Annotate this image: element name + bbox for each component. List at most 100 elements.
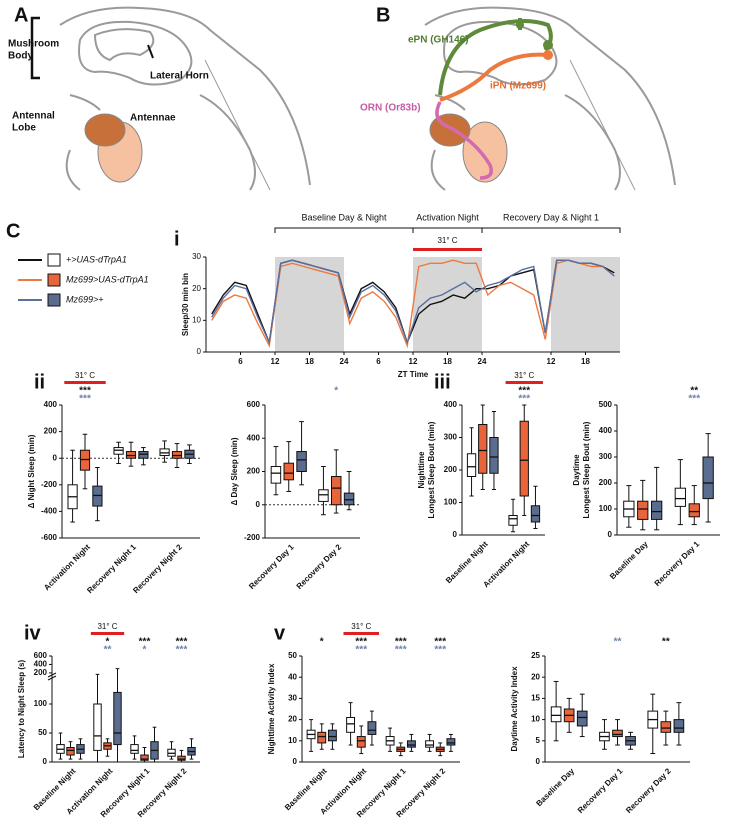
y-tick-label: 300 <box>444 433 458 442</box>
box <box>425 740 435 748</box>
orn-path <box>435 101 493 180</box>
significance-mark: *** <box>79 394 91 405</box>
y-tick-label: 0 <box>43 757 48 766</box>
y-tick-label: 400 <box>247 433 261 442</box>
diagram-label: Body <box>8 51 33 62</box>
box <box>406 740 416 748</box>
box <box>296 451 307 472</box>
significance-mark: *** <box>395 637 407 648</box>
x-tick-label: 12 <box>271 357 280 366</box>
x-tick-label: 24 <box>478 357 487 366</box>
significance-mark: *** <box>176 637 188 648</box>
panel-label: A <box>14 4 28 26</box>
temperature-label: 31° C <box>351 622 371 631</box>
y-tick-label: 50 <box>38 728 47 737</box>
night-shade <box>413 257 482 352</box>
temperature-bar <box>64 381 106 384</box>
y-axis-title: Latency to Night Sleep (s) <box>17 660 26 759</box>
box <box>93 703 102 751</box>
legend-swatch <box>47 293 61 307</box>
significance-mark: ** <box>614 637 622 648</box>
box <box>356 736 366 748</box>
box <box>612 729 623 738</box>
guide-line <box>569 59 636 191</box>
x-tick-label: Recovery Night 1 <box>85 542 138 595</box>
diagram-a <box>59 6 311 191</box>
x-tick-label: Recovery Day 1 <box>576 766 625 815</box>
y-tick-label: 10 <box>192 315 201 324</box>
x-tick-label: Activation Night <box>481 539 531 589</box>
y-axis-title: Sleep/30 min bin <box>181 273 190 336</box>
temperature-label: 31° C <box>514 371 534 380</box>
y-tick-label: 600 <box>34 651 48 660</box>
box <box>508 515 518 526</box>
x-axis-title: ZT Time <box>398 370 429 379</box>
significance-mark: * <box>334 386 338 397</box>
y-tick-label: 400 <box>599 426 613 435</box>
y-tick-label: 10 <box>531 715 540 724</box>
y-tick-label: 0 <box>256 500 261 509</box>
x-tick-label: 18 <box>443 357 452 366</box>
box <box>270 466 282 484</box>
box <box>318 489 329 502</box>
legend-label: +>UAS-dTrpA1 <box>66 254 127 264</box>
period-bracket <box>481 227 621 233</box>
y-axis-title: Daytime <box>572 454 581 486</box>
box <box>138 451 149 459</box>
y-tick-label: 100 <box>34 699 48 708</box>
box <box>130 744 139 754</box>
y-tick-label: 400 <box>44 400 58 409</box>
y-tick-label: -600 <box>41 533 58 542</box>
y-axis-title: Longest Sleep Bout (min) <box>582 421 591 518</box>
pointer <box>147 44 154 59</box>
box <box>113 691 122 746</box>
y-tick-label: 5 <box>536 736 541 745</box>
y-tick-label: 500 <box>599 400 613 409</box>
diagram-label: Antennae <box>130 113 176 124</box>
y-tick-label: 200 <box>444 465 458 474</box>
brain-outline <box>443 20 558 86</box>
period-label: Recovery Day & Night 1 <box>503 212 599 222</box>
box <box>343 492 355 506</box>
x-tick-label: Recovery Day 1 <box>653 539 702 588</box>
ipn-node <box>543 50 553 60</box>
brain-outline <box>78 20 193 86</box>
significance-mark: *** <box>139 637 151 648</box>
box <box>530 505 541 523</box>
y-tick-label: 0 <box>293 757 298 766</box>
box <box>317 731 327 744</box>
y-tick-label: 20 <box>531 672 540 681</box>
box <box>125 451 137 459</box>
epn-node <box>516 21 524 29</box>
mushroom-body <box>93 28 155 62</box>
panel-label: iii <box>434 371 451 393</box>
significance-mark: * <box>320 637 324 648</box>
period-bracket <box>412 227 483 233</box>
y-tick-label: 300 <box>599 452 613 461</box>
y-tick-label: 0 <box>453 530 458 539</box>
y-axis-title: Daytime Activity Index <box>510 666 519 752</box>
x-tick-label: Baseline Day <box>534 766 576 808</box>
box <box>327 729 337 742</box>
panel-label: iv <box>24 622 42 644</box>
box <box>637 500 649 520</box>
y-tick-label: 200 <box>44 427 58 436</box>
y-tick-label: 400 <box>34 660 48 669</box>
diagram-label: ePN (GH146) <box>408 35 469 46</box>
panel-label: i <box>174 228 180 250</box>
x-tick-label: Recovery Day 2 <box>624 766 673 815</box>
period-label: Baseline Day & Night <box>301 212 387 222</box>
panel-label: B <box>376 4 390 26</box>
x-tick-label: Recovery Day 2 <box>295 542 344 591</box>
temperature-label: 31° C <box>437 236 457 245</box>
y-tick-label: -200 <box>41 480 58 489</box>
y-tick-label: 20 <box>288 715 297 724</box>
y-tick-label: 10 <box>288 736 297 745</box>
significance-mark: *** <box>518 386 530 397</box>
box <box>171 451 183 459</box>
box <box>660 721 672 733</box>
box <box>331 475 342 506</box>
x-tick-label: Activation Night <box>42 542 92 592</box>
